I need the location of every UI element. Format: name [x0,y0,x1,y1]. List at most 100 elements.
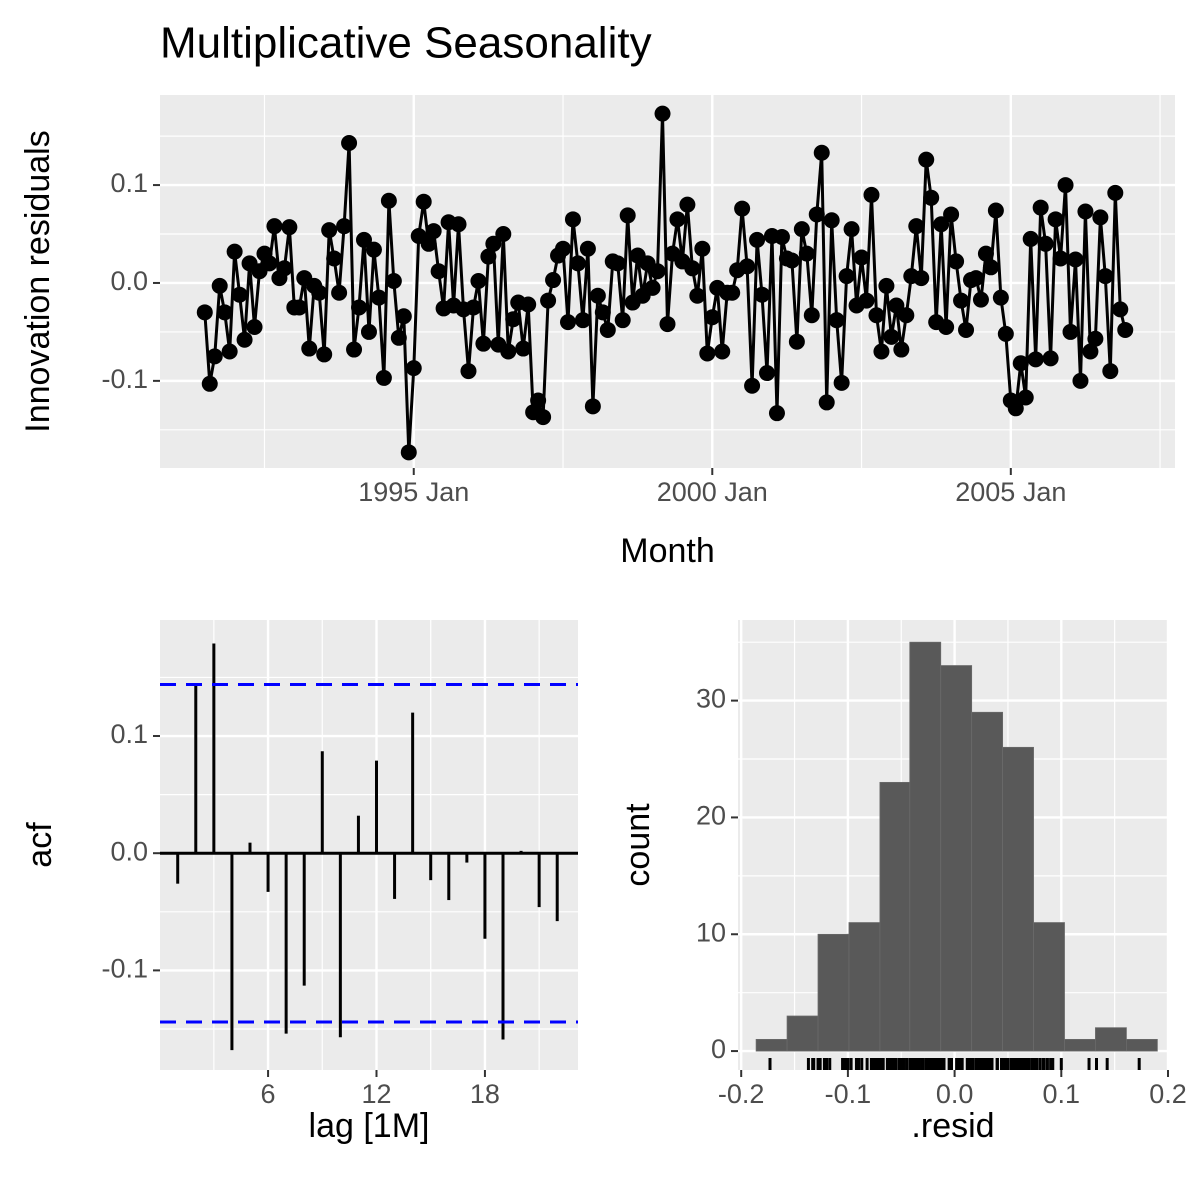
residual-point [1057,177,1074,194]
residual-point [977,245,994,262]
residual-point [694,240,711,257]
residual-point [380,192,397,209]
residual-point [589,287,606,304]
y-axis-label: count [619,803,657,887]
residual-point [1037,235,1054,252]
residual-point [972,291,989,308]
residual-point [351,299,368,316]
residual-point [739,258,756,275]
residual-point [370,289,387,306]
residual-point [221,343,238,360]
residual-point [1117,321,1134,338]
residual-point [555,240,572,257]
residual-point [863,186,880,203]
residual-point [316,346,333,363]
residual-point [783,252,800,269]
y-tick-label: 0.0 [110,836,148,866]
residual-point [206,348,223,365]
residual-point [699,345,716,362]
y-tick-label: 0 [711,1034,726,1064]
residual-point [559,314,576,331]
residual-point [540,292,557,309]
x-tick-label: 2000 Jan [657,477,768,507]
residual-point [266,218,283,235]
histogram-bar [1095,1027,1127,1052]
residual-point [420,235,437,252]
residual-point [365,241,382,258]
residual-point [211,277,228,294]
histogram-bar [786,1015,819,1052]
residual-point [908,218,925,235]
residual-point [823,212,840,229]
residual-point [390,329,407,346]
residual-point [594,304,611,321]
residual-point [430,263,447,280]
residual-point [470,273,487,290]
residual-point [669,211,686,228]
residual-point [574,312,591,329]
residual-point [579,240,596,257]
residual-point [749,231,766,248]
residual-point [346,341,363,358]
residual-point [987,202,1004,219]
residual-point [196,304,213,321]
residual-point [231,286,248,303]
residual-point [828,312,845,329]
residual-point [535,409,552,426]
residual-point [833,374,850,391]
residual-point [868,307,885,324]
residual-point [395,308,412,325]
residual-point [858,292,875,309]
residual-point [1102,363,1119,380]
residual-point [500,343,517,360]
residual-point [460,363,477,380]
x-tick-label: 0.1 [1043,1079,1081,1109]
residual-point [281,219,298,236]
residual-point [768,405,785,422]
residual-point [216,304,233,321]
residual-point [614,312,631,329]
residual-point [331,284,348,301]
residual-point [201,375,218,392]
residual-point [515,340,532,357]
residual-point [704,309,721,326]
y-axis-label: acf [21,822,59,868]
y-tick-label: 0.1 [110,168,148,198]
histogram-bar [755,1038,788,1052]
residual-point [818,394,835,411]
residual-point [246,319,263,336]
residual-point [654,105,671,122]
residual-point [813,144,830,161]
residual-point [291,299,308,316]
residual-point [599,321,616,338]
residual-point [584,398,601,415]
x-tick-label: 2005 Jan [955,477,1066,507]
residual-point [838,268,855,285]
residual-point [1092,209,1109,226]
residual-point [1032,199,1049,216]
residual-point [505,311,522,328]
residual-point [923,189,940,206]
histogram-bar [1064,1038,1096,1052]
residual-point [644,279,661,296]
residual-point [967,270,984,287]
residual-point [649,263,666,280]
residual-point [326,250,343,267]
histogram-bar [879,781,911,1052]
residual-point [405,360,422,377]
histogram-bar [971,711,1004,1052]
residual-point [888,297,905,314]
residual-point [679,196,696,213]
residual-point [341,134,358,151]
residual-point [734,200,751,217]
residual-point [744,377,761,394]
residual-point [1027,351,1044,368]
histogram-bar [1002,746,1034,1052]
x-tick-label: -0.1 [825,1079,872,1109]
residual-point [375,369,392,386]
residual-point [684,260,701,277]
residual-point [808,206,825,223]
residual-point [943,206,960,223]
